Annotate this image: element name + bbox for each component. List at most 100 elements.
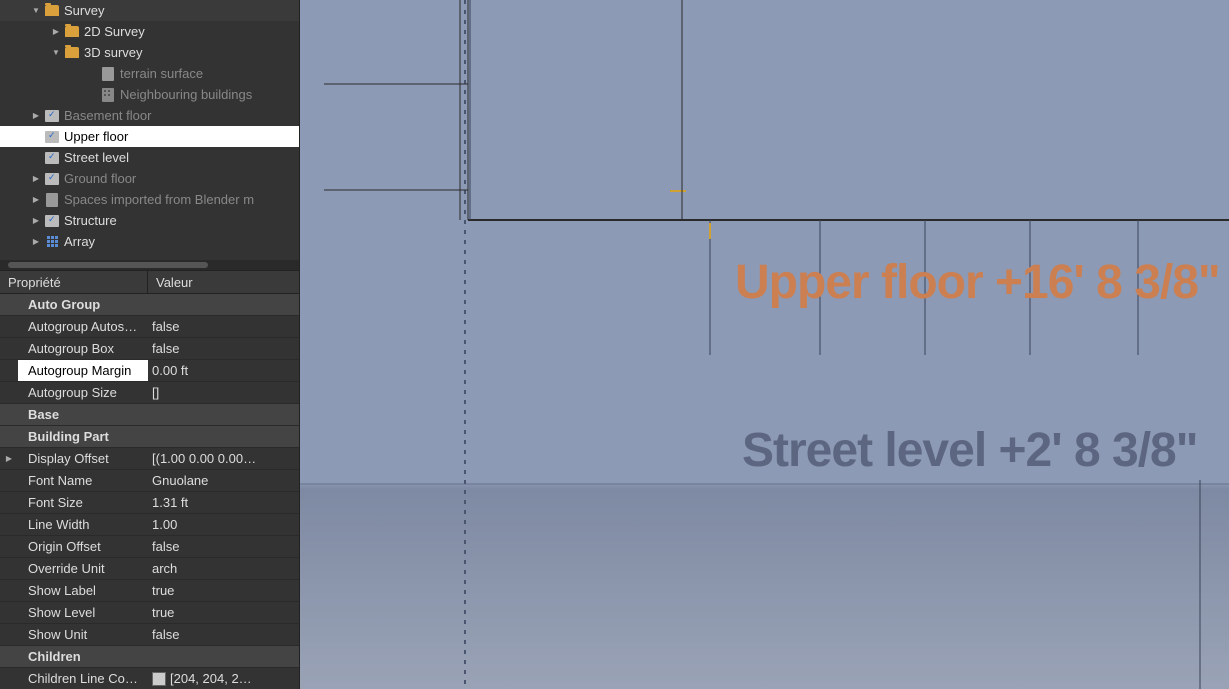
prop-value-text: arch [152, 561, 177, 576]
prop-name: Autogroup Box [18, 338, 148, 359]
doc-icon [44, 192, 60, 208]
prop-value-text: false [152, 341, 179, 356]
prop-group-building-part[interactable]: Building Part [0, 426, 299, 448]
prop-row-font-size[interactable]: Font Size 1.31 ft [0, 492, 299, 514]
tree-item-neighbouring-buildings[interactable]: ▶Neighbouring buildings [0, 84, 299, 105]
prop-value[interactable]: false [148, 624, 299, 645]
viewport-svg [300, 0, 1229, 689]
prop-group-label: Base [28, 404, 63, 425]
prop-value[interactable]: true [148, 580, 299, 601]
prop-row-children-line-co…[interactable]: Children Line Co…[204, 204, 2… [0, 668, 299, 689]
tree-item-structure[interactable]: ▶Structure [0, 210, 299, 231]
prop-row-show-label[interactable]: Show Labeltrue [0, 580, 299, 602]
prop-value-text: false [152, 319, 179, 334]
prop-value[interactable]: [(1.00 0.00 0.00… [148, 448, 299, 469]
prop-name: Autogroup Autos… [18, 316, 148, 337]
props-header-value[interactable]: Valeur [148, 271, 201, 294]
prop-value[interactable]: 0.00 ft [148, 360, 299, 381]
prop-value-text: 0.00 ft [152, 363, 188, 378]
prop-row-show-level[interactable]: Show Leveltrue [0, 602, 299, 624]
tree-label: Ground floor [64, 171, 136, 186]
prop-value-text: [] [152, 385, 159, 400]
tree-item-basement-floor[interactable]: ▶Basement floor [0, 105, 299, 126]
prop-value-text: 1.31 ft [152, 495, 188, 510]
prop-group-label: Children [28, 646, 85, 667]
color-swatch[interactable] [152, 672, 166, 686]
props-header-name[interactable]: Propriété [0, 271, 148, 294]
tree-arrow-icon[interactable]: ▼ [30, 5, 42, 17]
level-icon [44, 129, 60, 145]
prop-row-line-width[interactable]: Line Width1.00 [0, 514, 299, 536]
tree-hscroll[interactable] [0, 260, 299, 270]
tree-item-2d-survey[interactable]: ▶2D Survey [0, 21, 299, 42]
tree-arrow-icon[interactable]: ▶ [50, 26, 62, 38]
prop-value[interactable]: [] [148, 382, 299, 403]
tree-arrow-icon[interactable]: ▼ [50, 47, 62, 59]
level-icon [44, 213, 60, 229]
prop-value[interactable]: false [148, 316, 299, 337]
prop-value-text: false [152, 539, 179, 554]
tree-label: Survey [64, 3, 104, 18]
prop-group-auto-group[interactable]: Auto Group [0, 294, 299, 316]
prop-expand-icon[interactable]: ▶ [0, 454, 18, 463]
tree-label: Upper floor [64, 129, 128, 144]
folder-icon [64, 24, 80, 40]
prop-value[interactable]: Gnuolane [148, 470, 299, 491]
level-icon [44, 171, 60, 187]
prop-name: Font Size [18, 492, 148, 513]
tree-item-street-level[interactable]: ▶Street level [0, 147, 299, 168]
folder-icon [44, 3, 60, 19]
prop-value[interactable]: arch [148, 558, 299, 579]
tree-label: Street level [64, 150, 129, 165]
prop-group-children[interactable]: Children [0, 646, 299, 668]
prop-value[interactable]: 1.00 [148, 514, 299, 535]
folder-icon [64, 45, 80, 61]
tree-panel[interactable]: ▼Survey▶2D Survey▼3D survey▶terrain surf… [0, 0, 299, 260]
prop-name: Font Name [18, 470, 148, 491]
prop-name: Origin Offset [18, 536, 148, 557]
prop-row-override-unit[interactable]: Override Unit arch [0, 558, 299, 580]
tree-item-upper-floor[interactable]: ▶Upper floor [0, 126, 299, 147]
prop-name: Autogroup Margin [18, 360, 148, 381]
prop-name: Display Offset [18, 448, 148, 469]
prop-group-label: Auto Group [28, 294, 104, 315]
tree-item-spaces-imported-from-blender-m[interactable]: ▶Spaces imported from Blender m [0, 189, 299, 210]
prop-value[interactable]: false [148, 536, 299, 557]
prop-row-autogroup-margin[interactable]: Autogroup Margin 0.00 ft [0, 360, 299, 382]
prop-value-text: [(1.00 0.00 0.00… [152, 451, 256, 466]
prop-value[interactable]: 1.31 ft [148, 492, 299, 513]
prop-row-autogroup-box[interactable]: Autogroup Box false [0, 338, 299, 360]
hscroll-thumb[interactable] [8, 262, 208, 268]
props-panel[interactable]: Auto GroupAutogroup Autos…falseAutogroup… [0, 294, 299, 689]
prop-row-display-offset[interactable]: ▶Display Offset [(1.00 0.00 0.00… [0, 448, 299, 470]
tree-arrow-icon[interactable]: ▶ [30, 236, 42, 248]
prop-row-font-name[interactable]: Font NameGnuolane [0, 470, 299, 492]
label-street-level: Street level +2' 8 3/8" [742, 423, 1197, 478]
tree-arrow-icon[interactable]: ▶ [30, 110, 42, 122]
prop-row-autogroup-autos…[interactable]: Autogroup Autos… false [0, 316, 299, 338]
prop-name: Override Unit [18, 558, 148, 579]
prop-value-text: true [152, 583, 174, 598]
prop-value[interactable]: true [148, 602, 299, 623]
prop-row-autogroup-size[interactable]: Autogroup Size [] [0, 382, 299, 404]
prop-value[interactable]: [204, 204, 2… [148, 668, 299, 689]
tree-item-survey[interactable]: ▼ Survey [0, 0, 299, 21]
tree-item-3d-survey[interactable]: ▼3D survey [0, 42, 299, 63]
prop-group-base[interactable]: Base [0, 404, 299, 426]
prop-row-origin-offset[interactable]: Origin Offset false [0, 536, 299, 558]
prop-value[interactable]: false [148, 338, 299, 359]
prop-row-show-unit[interactable]: Show Unitfalse [0, 624, 299, 646]
tree-label: Neighbouring buildings [120, 87, 252, 102]
tree-arrow-icon[interactable]: ▶ [30, 173, 42, 185]
tree-label: Array [64, 234, 95, 249]
prop-value-text: true [152, 605, 174, 620]
prop-name: Autogroup Size [18, 382, 148, 403]
tree-arrow-icon[interactable]: ▶ [30, 215, 42, 227]
tree-label: terrain surface [120, 66, 203, 81]
viewport-3d[interactable]: Upper floor +16' 8 3/8" Street level +2'… [300, 0, 1229, 689]
tree-arrow-icon[interactable]: ▶ [30, 194, 42, 206]
tree-item-ground-floor[interactable]: ▶ Ground floor [0, 168, 299, 189]
tree-item-terrain-surface[interactable]: ▶terrain surface [0, 63, 299, 84]
tree-item-array[interactable]: ▶ Array [0, 231, 299, 252]
level-icon [44, 150, 60, 166]
